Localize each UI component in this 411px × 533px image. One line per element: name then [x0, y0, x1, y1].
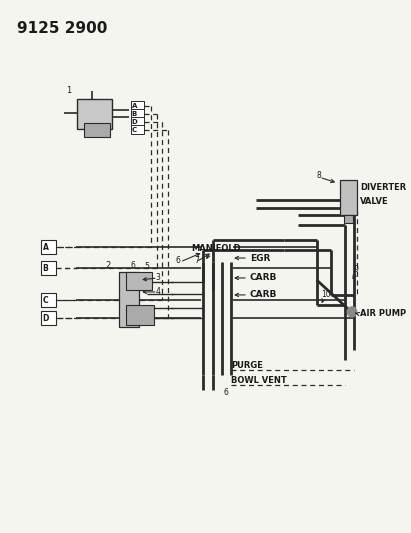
- FancyBboxPatch shape: [41, 311, 55, 325]
- FancyBboxPatch shape: [41, 240, 55, 254]
- Bar: [84, 123, 111, 138]
- Bar: [126, 305, 154, 325]
- Text: 7: 7: [194, 255, 199, 264]
- Bar: [119, 272, 139, 327]
- Text: VALVE: VALVE: [360, 197, 389, 206]
- Text: 3: 3: [156, 273, 161, 282]
- Text: 2: 2: [106, 261, 111, 270]
- Text: PURGE: PURGE: [231, 361, 263, 370]
- Text: 6: 6: [131, 261, 136, 270]
- FancyBboxPatch shape: [131, 117, 144, 126]
- Text: D: D: [132, 119, 138, 125]
- Bar: [344, 215, 353, 223]
- Text: CARB: CARB: [250, 290, 277, 300]
- Text: EGR: EGR: [250, 254, 270, 263]
- FancyBboxPatch shape: [41, 261, 55, 275]
- Text: 4: 4: [156, 287, 161, 296]
- Text: 9: 9: [354, 265, 359, 274]
- FancyBboxPatch shape: [131, 109, 144, 118]
- Text: C: C: [42, 296, 48, 305]
- Text: 6: 6: [224, 388, 229, 397]
- Text: MANIFOLD: MANIFOLD: [191, 244, 241, 253]
- Text: A: A: [42, 243, 48, 252]
- Bar: [340, 180, 357, 215]
- Text: 1: 1: [66, 86, 71, 95]
- Text: B: B: [132, 111, 137, 117]
- Text: DIVERTER: DIVERTER: [360, 183, 406, 192]
- Text: C: C: [132, 127, 137, 133]
- Text: 9125 2900: 9125 2900: [17, 21, 108, 36]
- Text: A: A: [132, 103, 137, 109]
- Text: 5: 5: [145, 262, 150, 271]
- FancyBboxPatch shape: [131, 101, 144, 110]
- Text: 8: 8: [316, 171, 321, 180]
- Text: B: B: [42, 264, 48, 273]
- Text: 10: 10: [321, 290, 331, 300]
- Bar: [126, 272, 152, 290]
- FancyBboxPatch shape: [131, 125, 144, 134]
- Text: AIR PUMP: AIR PUMP: [360, 309, 406, 318]
- Circle shape: [347, 307, 357, 317]
- Text: CARB: CARB: [250, 273, 277, 282]
- FancyBboxPatch shape: [41, 293, 55, 307]
- Bar: [77, 100, 112, 130]
- Text: 6: 6: [175, 255, 180, 264]
- Text: BOWL VENT: BOWL VENT: [231, 376, 287, 385]
- Text: D: D: [42, 314, 49, 323]
